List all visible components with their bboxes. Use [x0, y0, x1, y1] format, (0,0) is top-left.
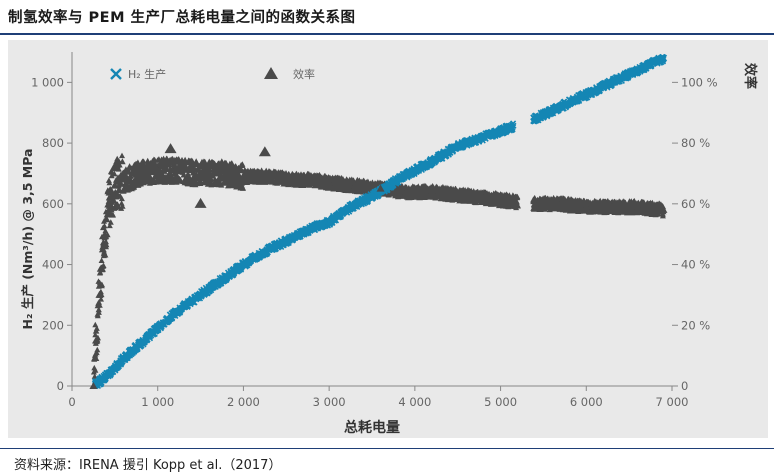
efficiency-point	[633, 202, 642, 210]
efficiency-outlier-point	[164, 143, 177, 154]
production-point	[479, 133, 488, 141]
efficiency-point	[556, 199, 565, 207]
title-divider	[0, 33, 774, 35]
efficiency-point	[582, 202, 591, 210]
production-point	[454, 142, 462, 150]
production-point	[342, 206, 350, 214]
production-point	[411, 166, 419, 175]
production-point	[196, 291, 205, 299]
source-note: 资料来源：IRENA 援引 Kopp et al.（2017）	[14, 458, 282, 473]
production-point	[98, 376, 106, 384]
efficiency-point	[265, 172, 274, 180]
legend-efficiency-label: 效率	[293, 67, 315, 81]
production-point	[171, 309, 179, 317]
x-tick-label: 7 000	[656, 395, 689, 409]
production-point	[239, 260, 248, 269]
efficiency-point	[239, 172, 248, 180]
production-point	[608, 78, 616, 87]
y-left-tick-label: 600	[42, 197, 64, 211]
y-axis-right-title: 效率	[742, 63, 758, 89]
production-point	[359, 197, 368, 205]
efficiency-outlier-point	[258, 146, 271, 157]
efficiency-point	[659, 205, 668, 213]
efficiency-point	[308, 175, 316, 183]
production-point	[496, 127, 505, 135]
efficiency-point	[530, 199, 539, 207]
efficiency-point	[106, 193, 115, 201]
efficiency-point	[350, 181, 359, 189]
production-point	[291, 233, 299, 241]
x-tick-label: 5 000	[484, 395, 517, 409]
legend-efficiency-icon	[264, 67, 278, 79]
efficiency-point	[136, 169, 145, 177]
efficiency-point	[376, 184, 385, 192]
production-point	[394, 175, 402, 184]
efficiency-point	[479, 193, 488, 201]
x-axis-title: 总耗电量	[344, 419, 400, 436]
production-point	[634, 66, 642, 74]
production-point-cloud	[91, 53, 667, 390]
production-point	[119, 354, 128, 363]
production-point	[531, 115, 539, 123]
efficiency-outlier-point	[194, 197, 207, 208]
production-point	[582, 90, 590, 99]
y-right-tick-label: 20 %	[681, 318, 710, 332]
efficiency-point	[325, 178, 334, 186]
production-point	[154, 324, 162, 333]
chart-panel: 0 1 000 2 000 3 000 4 000 5 000 6 000 7 000 0 200…	[8, 40, 768, 438]
chart-title: 制氢效率与 PEM 生产厂总耗电量之间的函数关系图	[8, 10, 356, 26]
efficiency-point	[110, 181, 119, 189]
y-left-tick-label: 800	[42, 136, 64, 150]
production-point	[222, 272, 230, 281]
production-point	[428, 157, 436, 166]
efficiency-point	[290, 175, 299, 183]
efficiency-point	[608, 202, 616, 210]
efficiency-point	[153, 166, 162, 174]
efficiency-point	[102, 215, 111, 222]
efficiency-point	[95, 290, 104, 298]
production-point	[308, 224, 316, 232]
efficiency-point	[119, 175, 128, 183]
source-divider	[0, 448, 774, 449]
x-tick-label: 2 000	[227, 395, 260, 409]
efficiency-point	[222, 169, 231, 177]
x-tick-label: 4 000	[398, 395, 431, 409]
efficiency-point	[89, 382, 98, 389]
x-tick-label: 6 000	[570, 395, 603, 409]
y-right-tick-label: 40 %	[681, 258, 710, 272]
efficiency-point-cloud	[90, 152, 667, 389]
chart-svg: 0 1 000 2 000 3 000 4 000 5 000 6 000 7 000 0 200…	[20, 52, 758, 436]
legend-production-icon	[110, 68, 122, 80]
production-point	[106, 368, 115, 377]
efficiency-point	[402, 187, 411, 195]
y-left-tick-label: 400	[42, 258, 64, 272]
production-point	[136, 339, 145, 348]
efficiency-point	[92, 336, 100, 344]
efficiency-point	[196, 169, 205, 177]
x-tick-label: 0	[68, 395, 75, 409]
x-tick-label: 1 000	[141, 395, 174, 409]
efficiency-point	[98, 245, 107, 253]
x-tick-label: 3 000	[313, 395, 346, 409]
y-axis-left-title: H₂ 生产 (Nm³/h) @ 3,5 MPa	[20, 149, 35, 330]
production-point	[265, 245, 273, 254]
efficiency-point	[453, 190, 462, 198]
legend-production-label: H₂ 生产	[128, 67, 166, 81]
y-left-tick-label: 0	[57, 379, 64, 393]
y-left-tick-label: 1 000	[31, 75, 64, 89]
efficiency-point	[170, 166, 179, 174]
y-right-tick-label: 80 %	[681, 136, 710, 150]
production-point	[556, 102, 565, 111]
production-point	[325, 218, 333, 226]
efficiency-point	[428, 187, 436, 195]
y-right-tick-label: 100 %	[681, 75, 718, 89]
efficiency-point	[505, 196, 514, 204]
y-left-tick-label: 200	[42, 318, 64, 332]
production-point	[659, 54, 668, 62]
y-right-tick-label: 0	[681, 379, 688, 393]
y-right-tick-label: 60 %	[681, 197, 710, 211]
